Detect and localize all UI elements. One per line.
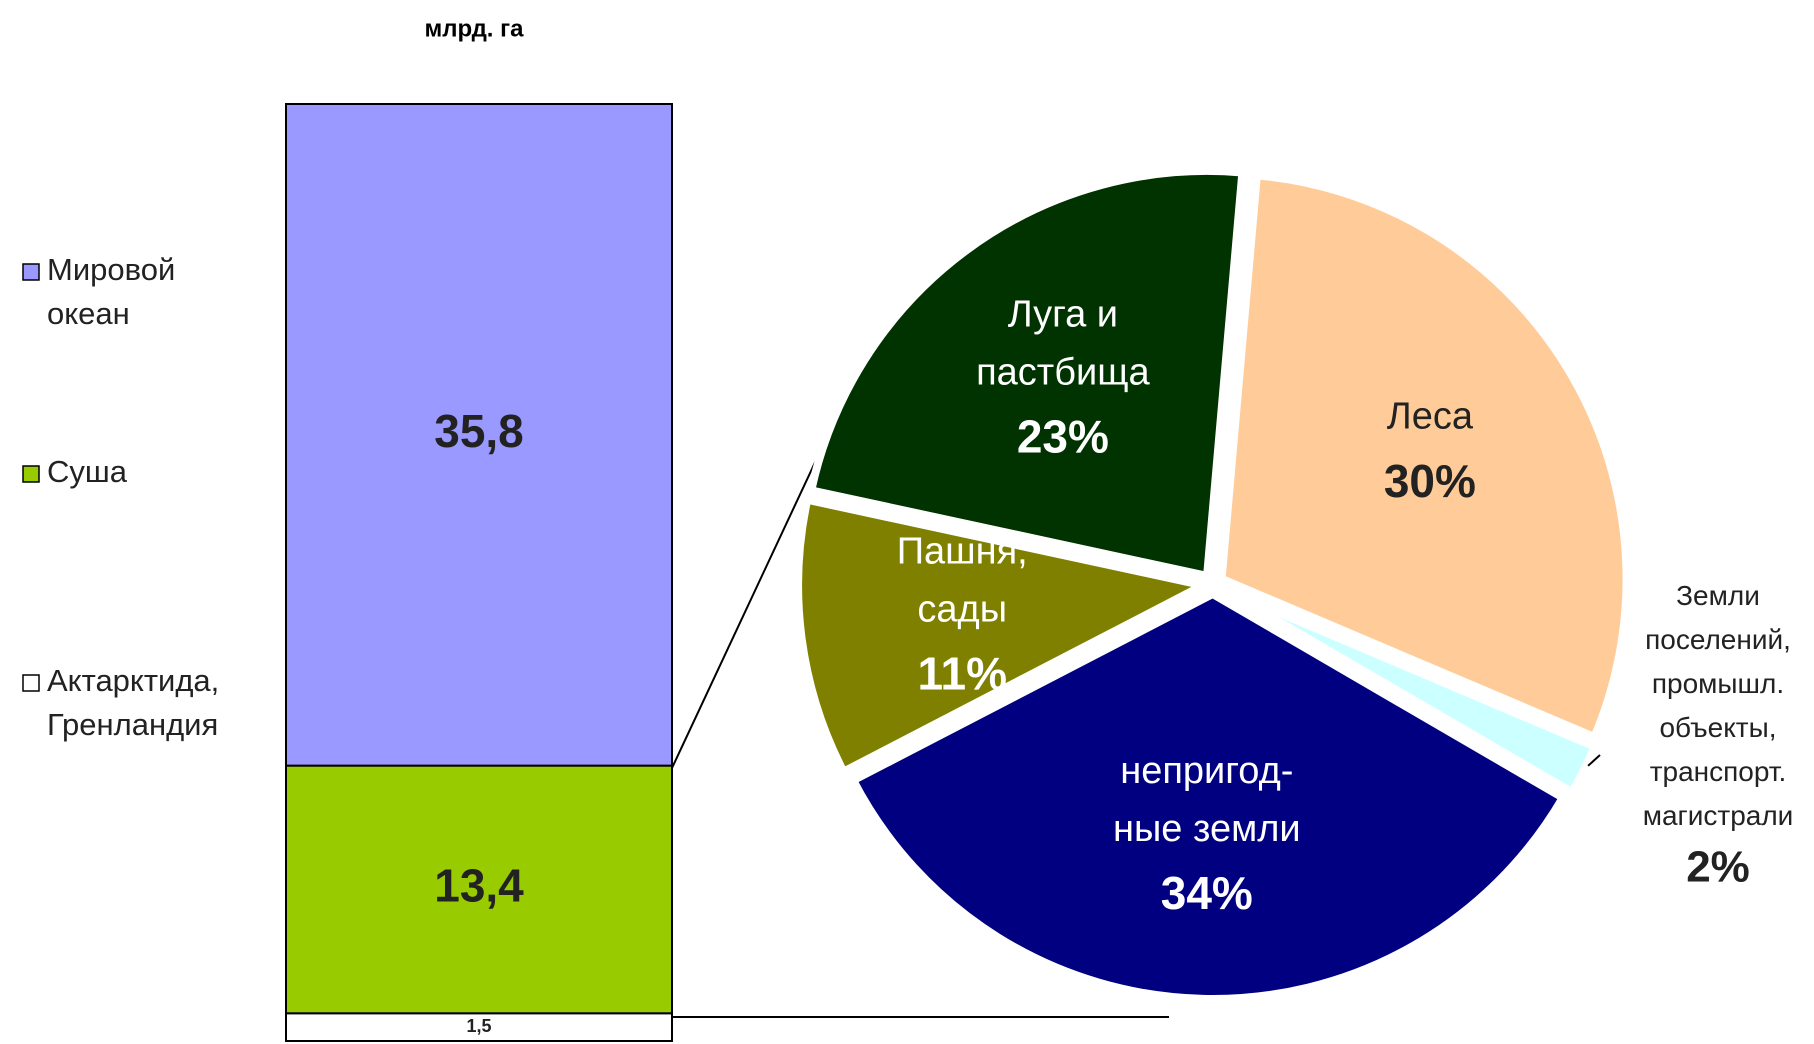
value-label: 30% (1384, 455, 1476, 507)
value-label: 13,4 (434, 860, 524, 912)
bar-segment (285, 1012, 673, 1042)
slice-label: Пашня, сады (897, 530, 1028, 630)
connector (671, 423, 834, 769)
pie-slice (794, 494, 1215, 778)
value-label: 35,8 (434, 405, 524, 457)
legend-swatch (22, 674, 40, 692)
value-label: 2% (1686, 843, 1750, 892)
legend-label: Суша (47, 454, 128, 489)
value-label: 11% (917, 648, 1007, 700)
leader-line (1587, 754, 1601, 767)
slice-label: Леса (1387, 396, 1474, 438)
slice-label: Луга и пастбища (976, 293, 1150, 393)
legend-swatch (22, 263, 40, 281)
pie-slice (847, 589, 1569, 1003)
legend-swatch (22, 465, 40, 483)
pie-slice (806, 166, 1247, 581)
legend-label: Мировой океан (47, 252, 175, 331)
slice-label: непригод-ные земли (1113, 750, 1301, 850)
value-label: 34% (1161, 867, 1253, 919)
slice-label: Земли поселений, промышл. объекты, транспорт… (1643, 580, 1794, 831)
legend-label: Актарктида, Гренландия (47, 663, 219, 742)
value-label: 23% (1017, 411, 1109, 463)
pie-slice (1219, 584, 1600, 798)
value-label: 1,5 (466, 1016, 491, 1036)
pie-slice (1217, 171, 1631, 743)
chart-title: млрд. га (425, 15, 525, 42)
bar-segment (285, 103, 673, 767)
